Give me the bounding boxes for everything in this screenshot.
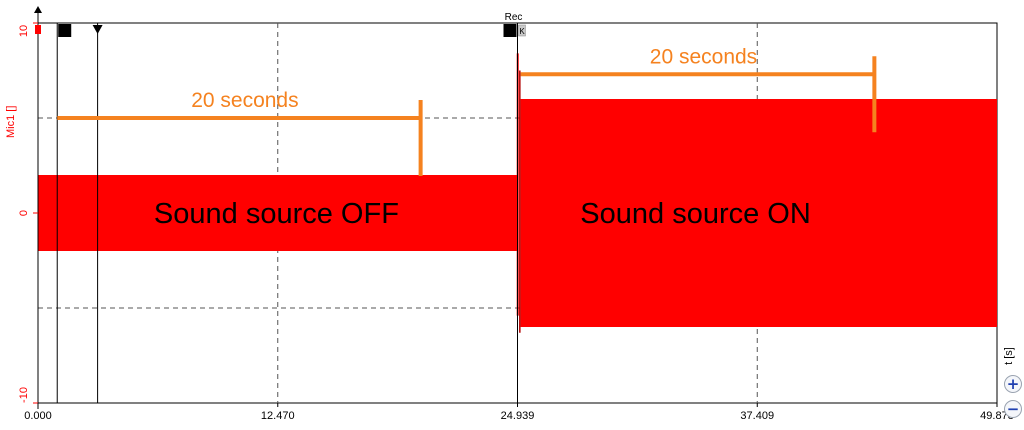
y-axis-label: Mic1 [] xyxy=(5,106,17,138)
zoom-in-icon: + xyxy=(1006,374,1020,393)
zoom-out-button[interactable]: − xyxy=(1004,400,1022,418)
rec-label: Rec xyxy=(505,12,523,23)
rec-sub-label: K xyxy=(519,27,525,36)
y-tick-label: -10 xyxy=(18,387,30,403)
x-tick-label: 24.939 xyxy=(501,410,535,422)
zoom-in-button[interactable]: + xyxy=(1004,375,1022,393)
marker-triangle-icon xyxy=(92,25,103,34)
x-tick-label: 0.000 xyxy=(24,410,52,422)
y-tick-label: 10 xyxy=(18,25,30,37)
x-axis-label: t [s] xyxy=(1003,347,1015,365)
y-axis-arrow xyxy=(34,6,42,13)
state-label: Sound source ON xyxy=(580,198,811,230)
x-tick-label: 37.409 xyxy=(740,410,774,422)
duration-label: 20 seconds xyxy=(650,45,757,68)
signal-envelope xyxy=(520,99,997,327)
signal-envelope xyxy=(38,175,518,251)
state-label: Sound source OFF xyxy=(154,198,399,230)
x-tick-label: 12.470 xyxy=(261,410,295,422)
y-tick-label: 0 xyxy=(18,210,30,216)
rec-flag-icon xyxy=(503,24,517,37)
zoom-out-icon: − xyxy=(1006,399,1020,418)
channel-marker xyxy=(35,25,41,34)
rec-subflag xyxy=(518,24,526,37)
duration-label: 20 seconds xyxy=(191,89,298,112)
marker-flag-icon xyxy=(58,24,72,37)
